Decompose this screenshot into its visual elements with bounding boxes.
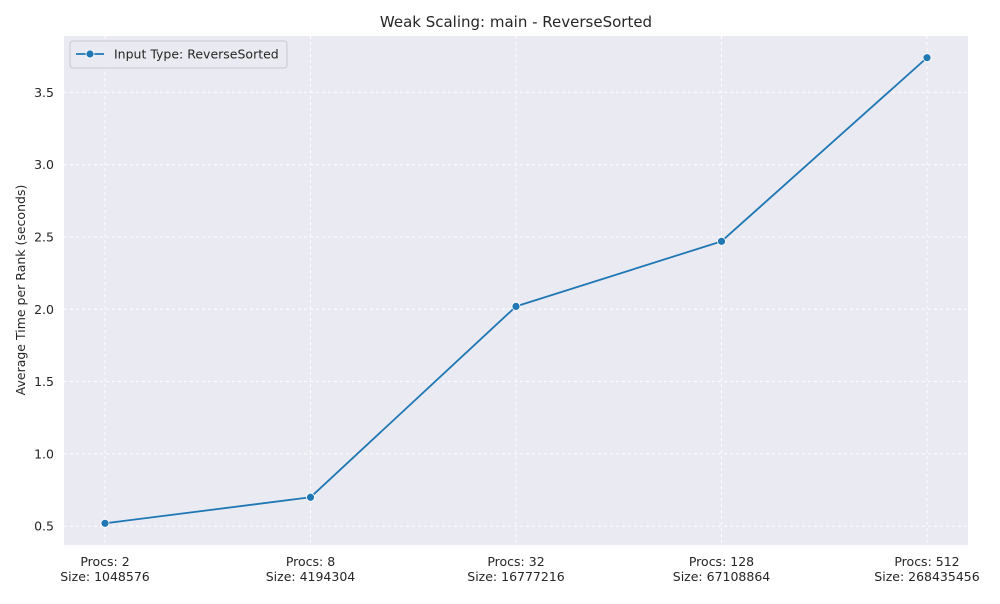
x-tick-label: Procs: 8 Size: 4194304 bbox=[266, 554, 356, 584]
series-layer bbox=[100, 53, 932, 528]
legend-label: Input Type: ReverseSorted bbox=[114, 47, 279, 62]
data-point[interactable] bbox=[922, 53, 932, 63]
x-tick-label: Procs: 128 Size: 67108864 bbox=[673, 554, 771, 584]
data-point[interactable] bbox=[100, 518, 110, 528]
chart-title: Weak Scaling: main - ReverseSorted bbox=[380, 13, 652, 31]
x-tick-label: Procs: 512 Size: 268435456 bbox=[874, 554, 979, 584]
legend-marker bbox=[85, 49, 95, 59]
y-axis-label: Average Time per Rank (seconds) bbox=[13, 185, 28, 396]
y-tick-label: 3.5 bbox=[34, 85, 54, 100]
legend: Input Type: ReverseSorted bbox=[69, 40, 288, 69]
y-tick-label: 2.0 bbox=[34, 302, 54, 317]
data-point[interactable] bbox=[306, 492, 315, 502]
y-tick-label: 2.5 bbox=[34, 229, 54, 244]
x-tick-label: Procs: 32 Size: 16777216 bbox=[467, 554, 565, 584]
y-axis-ticks: 0.5 1.0 1.5 2.0 2.5 3.0 3.5 bbox=[34, 85, 54, 534]
y-tick-label: 3.0 bbox=[34, 157, 54, 172]
y-tick-label: 1.5 bbox=[34, 374, 54, 389]
x-axis-ticks: Procs: 2 Size: 1048576 Procs: 8 Size: 41943… bbox=[60, 554, 980, 584]
data-point[interactable] bbox=[511, 302, 521, 311]
legend-box bbox=[69, 40, 288, 69]
y-tick-label: 1.0 bbox=[34, 446, 54, 461]
y-tick-label: 0.5 bbox=[34, 519, 54, 534]
x-tick-label: Procs: 2 Size: 1048576 bbox=[60, 554, 150, 584]
data-point[interactable] bbox=[717, 236, 726, 246]
